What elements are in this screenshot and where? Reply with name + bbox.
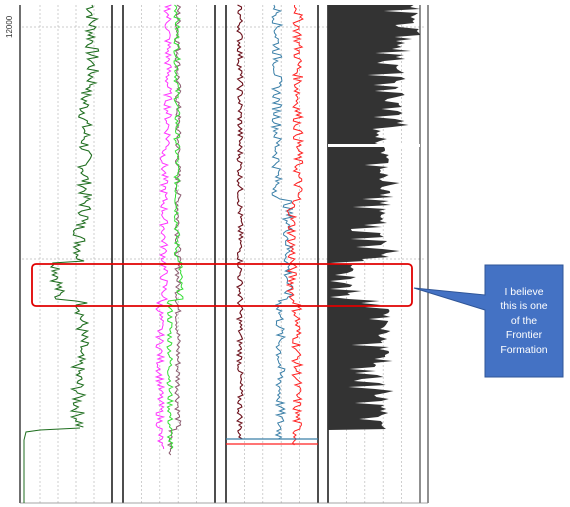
track2-curve-a — [154, 4, 173, 450]
track1-baseline-curve — [23, 427, 81, 503]
track-3 — [226, 4, 318, 446]
depth-track: 12000 — [5, 5, 21, 503]
track1-curve — [48, 4, 100, 428]
track-1 — [23, 4, 100, 503]
track2-curve-b — [166, 4, 184, 450]
track-2 — [154, 4, 184, 456]
track4-filled-curve — [328, 5, 420, 430]
track3-curve-c — [285, 4, 305, 446]
track4-gap — [328, 144, 420, 147]
track3-curve-a — [235, 4, 245, 440]
track-4 — [328, 5, 420, 430]
track3-curve-b — [270, 4, 295, 440]
depth-label-12000: 12000 — [5, 15, 14, 38]
frontier-highlight-box — [31, 263, 413, 307]
callout-box — [413, 264, 564, 378]
